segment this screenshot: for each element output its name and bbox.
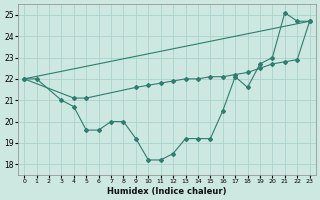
X-axis label: Humidex (Indice chaleur): Humidex (Indice chaleur) bbox=[107, 187, 227, 196]
